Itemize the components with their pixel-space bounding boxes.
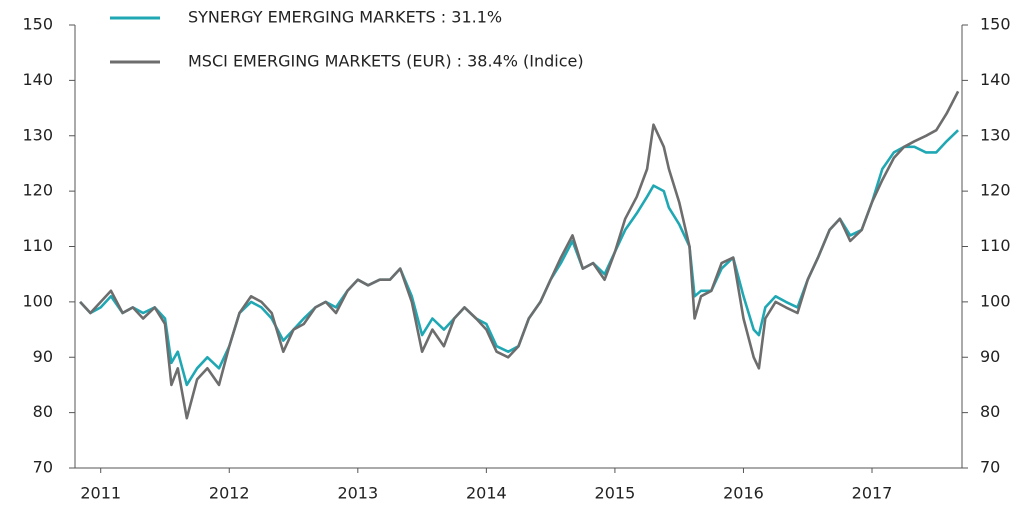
series-line	[79, 90, 960, 420]
y-tick-label: 120	[22, 181, 53, 200]
y2-tick-label: 120	[980, 181, 1011, 200]
y-tick-label: 80	[33, 402, 53, 421]
y2-tick-label: 130	[980, 125, 1011, 144]
y2-tick-label: 80	[980, 402, 1000, 421]
y2-tick-label: 70	[980, 458, 1000, 477]
x-tick-label: 2011	[80, 484, 121, 503]
x-tick-label: 2014	[466, 484, 507, 503]
legend-label: SYNERGY EMERGING MARKETS : 31.1%	[188, 8, 502, 27]
y-tick-label: 140	[22, 70, 53, 89]
x-tick-label: 2012	[209, 484, 250, 503]
y-tick-label: 90	[33, 347, 53, 366]
x-tick-label: 2017	[852, 484, 893, 503]
y2-tick-label: 150	[980, 15, 1011, 34]
y-tick-label: 100	[22, 291, 53, 310]
x-tick-label: 2016	[723, 484, 764, 503]
x-tick-label: 2015	[595, 484, 636, 503]
y2-tick-label: 100	[980, 291, 1011, 310]
y2-tick-label: 90	[980, 347, 1000, 366]
y2-tick-label: 140	[980, 70, 1011, 89]
y-tick-label: 110	[22, 236, 53, 255]
y-tick-label: 150	[22, 15, 53, 34]
y2-tick-label: 110	[980, 236, 1011, 255]
y-tick-label: 70	[33, 458, 53, 477]
y-tick-label: 130	[22, 125, 53, 144]
x-tick-label: 2013	[337, 484, 378, 503]
legend-label: MSCI EMERGING MARKETS (EUR) : 38.4% (Ind…	[188, 52, 584, 71]
